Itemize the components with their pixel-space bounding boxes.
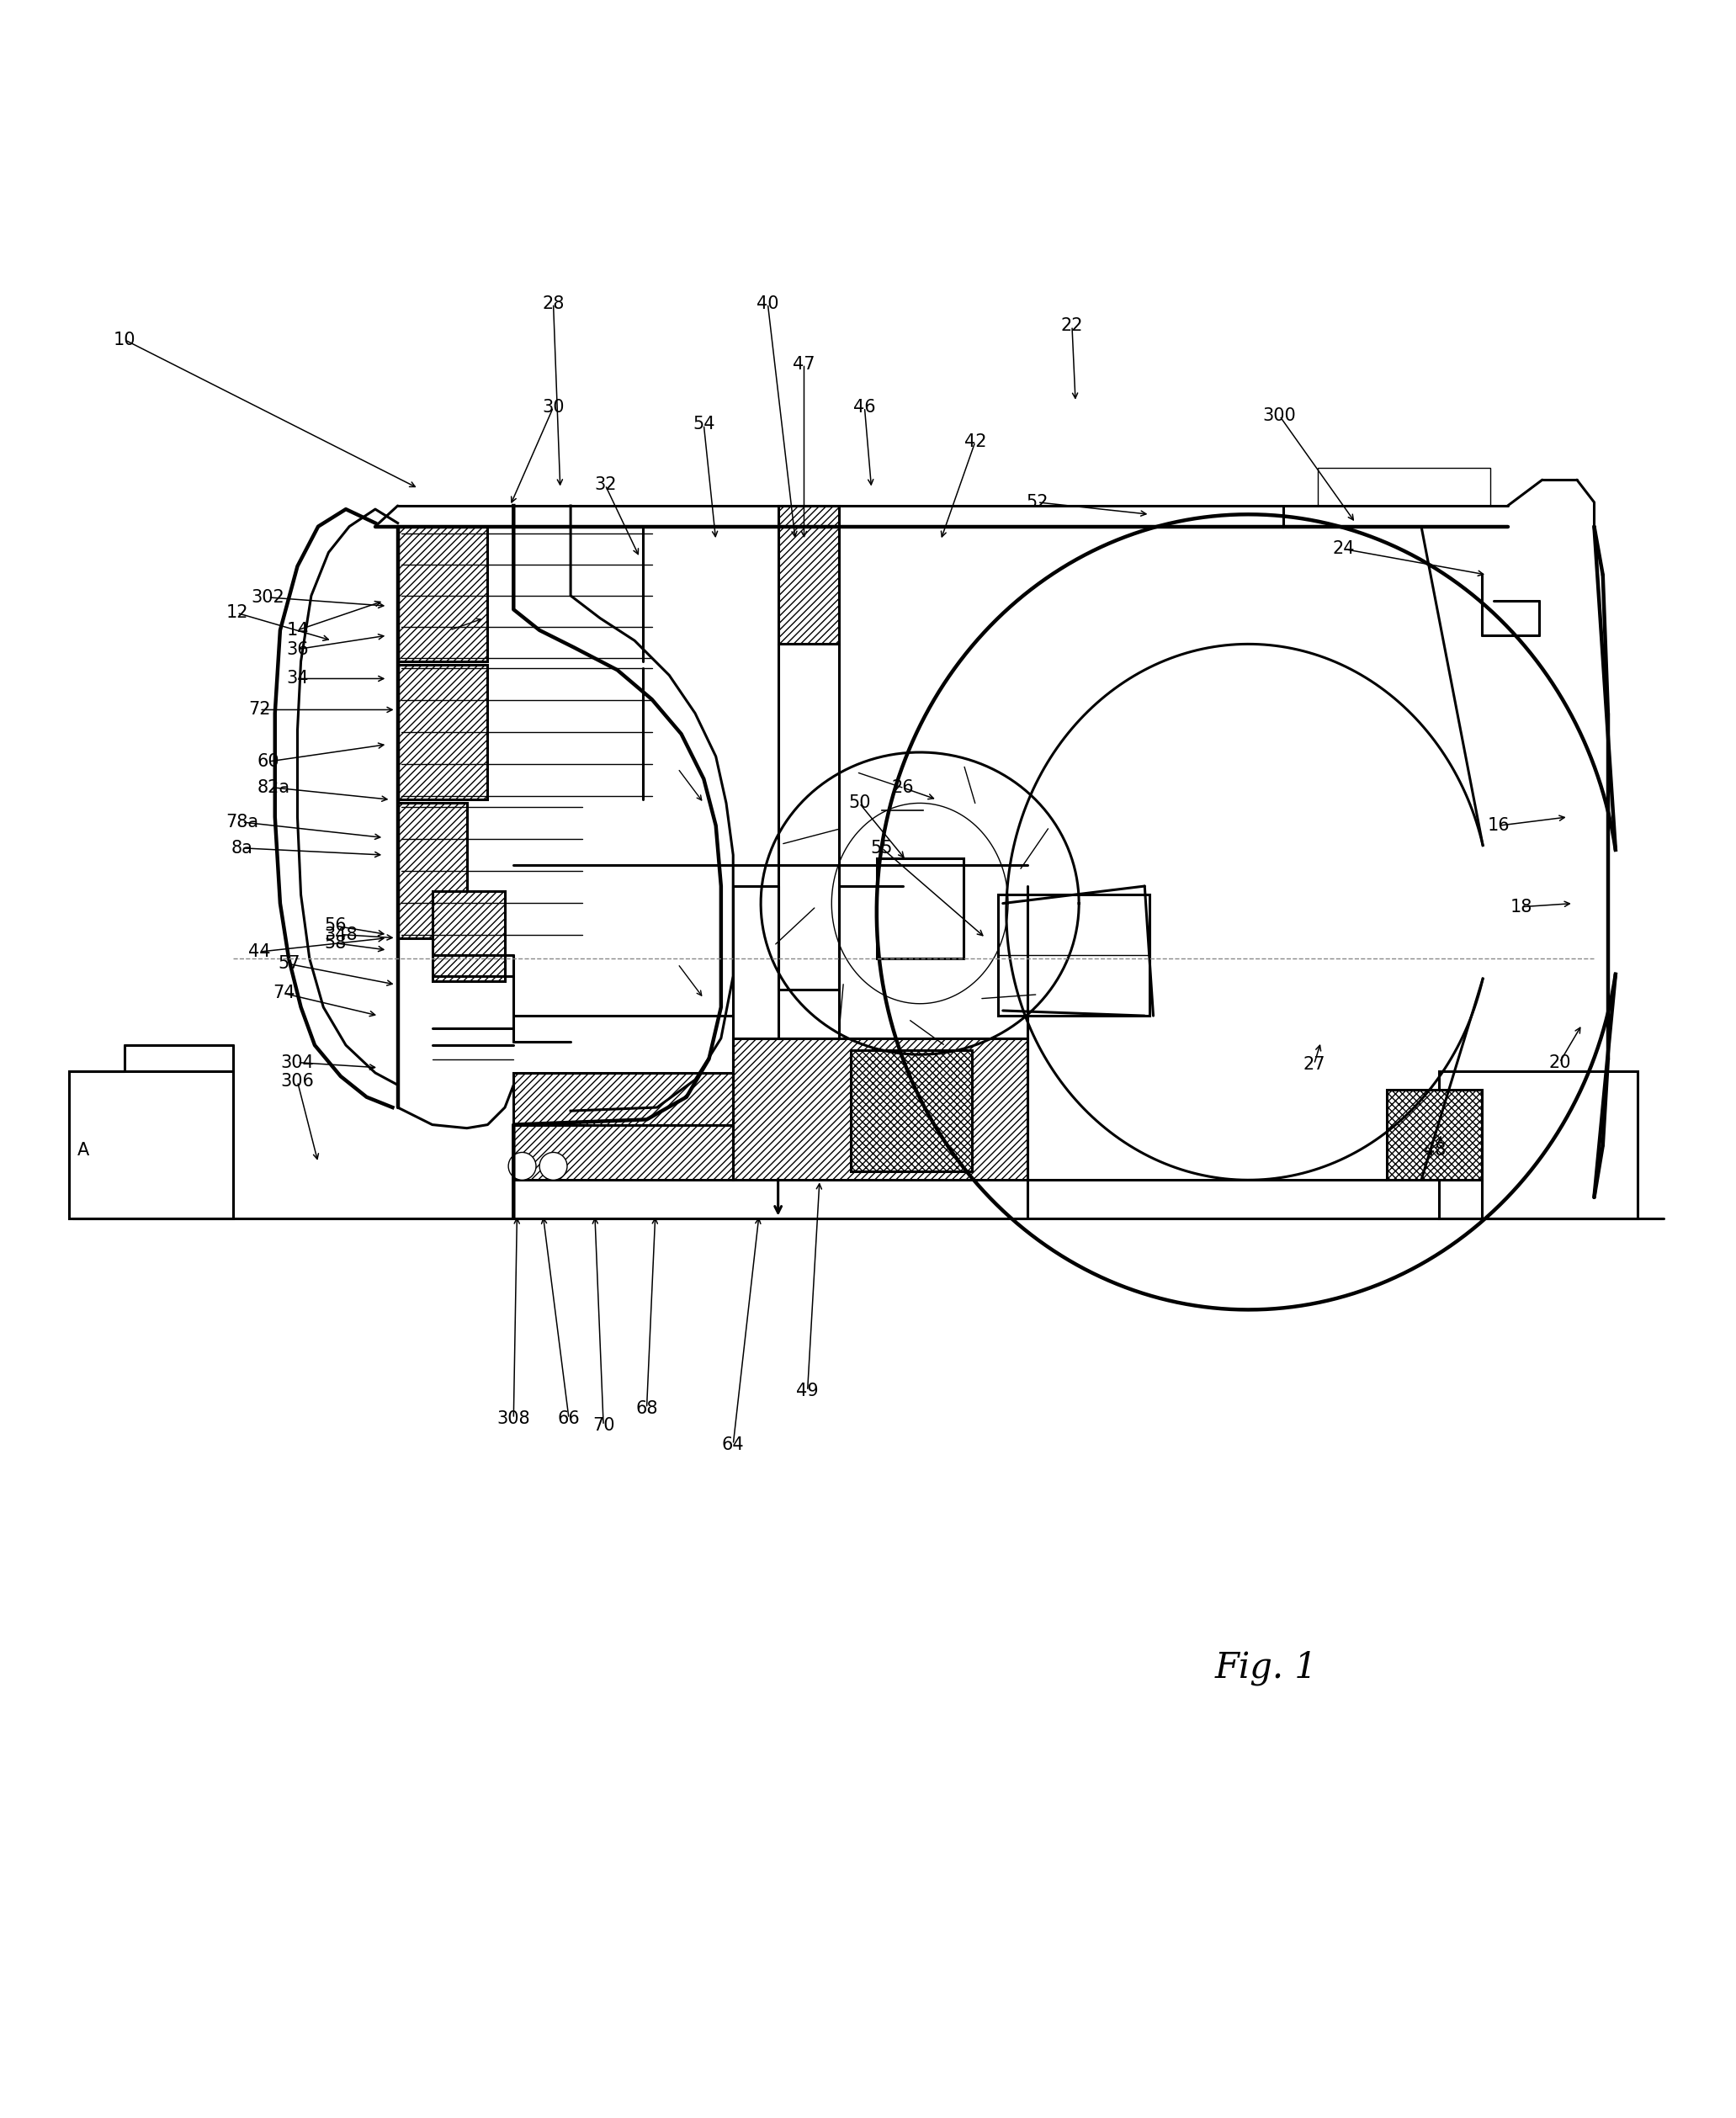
- Text: 20: 20: [1549, 1055, 1571, 1072]
- Text: 55: 55: [871, 839, 892, 856]
- Bar: [1387, 1091, 1483, 1180]
- Bar: [778, 506, 838, 644]
- Bar: [1318, 468, 1491, 506]
- Bar: [69, 1072, 233, 1218]
- Circle shape: [509, 1152, 536, 1180]
- Text: 40: 40: [757, 294, 779, 311]
- Text: 57: 57: [278, 955, 300, 972]
- Text: 16: 16: [1488, 818, 1510, 834]
- Text: 27: 27: [1304, 1055, 1325, 1072]
- Text: 306: 306: [281, 1074, 314, 1091]
- Text: A: A: [76, 1142, 89, 1159]
- Bar: [998, 894, 1149, 1017]
- Text: 49: 49: [797, 1383, 819, 1400]
- Bar: [432, 892, 505, 981]
- Text: 82a: 82a: [257, 779, 290, 796]
- Text: 348: 348: [325, 926, 358, 943]
- Text: 12: 12: [226, 604, 248, 621]
- Text: 64: 64: [722, 1436, 745, 1453]
- Bar: [1439, 1072, 1637, 1218]
- Text: Fig. 1: Fig. 1: [1215, 1650, 1318, 1686]
- Bar: [851, 1051, 972, 1171]
- Text: 34: 34: [286, 669, 309, 686]
- Bar: [733, 1038, 1028, 1180]
- Text: 308: 308: [496, 1411, 529, 1428]
- Text: 70: 70: [592, 1417, 615, 1434]
- Circle shape: [540, 1152, 568, 1180]
- Text: 8a: 8a: [231, 839, 253, 856]
- Text: 32: 32: [594, 477, 616, 493]
- Text: 56: 56: [325, 917, 347, 934]
- Text: 68: 68: [635, 1400, 658, 1417]
- Text: 22: 22: [1061, 318, 1083, 335]
- Text: 42: 42: [963, 434, 986, 451]
- Text: 58: 58: [325, 934, 347, 951]
- Text: 300: 300: [1262, 407, 1297, 424]
- Text: 78a: 78a: [226, 813, 259, 830]
- Text: 30: 30: [542, 398, 564, 415]
- Text: 18: 18: [1510, 898, 1533, 915]
- Text: 52: 52: [1026, 493, 1049, 510]
- Text: 60: 60: [257, 754, 279, 771]
- Text: 72: 72: [248, 701, 271, 718]
- Bar: [398, 527, 488, 661]
- Bar: [398, 665, 488, 801]
- Text: 302: 302: [252, 589, 285, 606]
- Text: 14: 14: [286, 623, 309, 640]
- Bar: [398, 803, 467, 938]
- Text: 28: 28: [542, 294, 564, 311]
- Text: 74: 74: [273, 985, 295, 1002]
- Bar: [514, 1074, 733, 1180]
- Text: 24: 24: [1332, 540, 1354, 557]
- Text: 50: 50: [849, 794, 870, 811]
- Text: 66: 66: [557, 1411, 580, 1428]
- Text: 47: 47: [793, 356, 816, 373]
- Text: 44: 44: [248, 943, 271, 959]
- Text: 48: 48: [1424, 1142, 1446, 1159]
- Text: 46: 46: [854, 398, 875, 415]
- Bar: [877, 858, 963, 959]
- Text: 304: 304: [281, 1055, 314, 1072]
- Text: 54: 54: [693, 415, 715, 432]
- Text: 26: 26: [891, 779, 913, 796]
- Text: 10: 10: [113, 330, 135, 347]
- Text: 36: 36: [286, 642, 309, 659]
